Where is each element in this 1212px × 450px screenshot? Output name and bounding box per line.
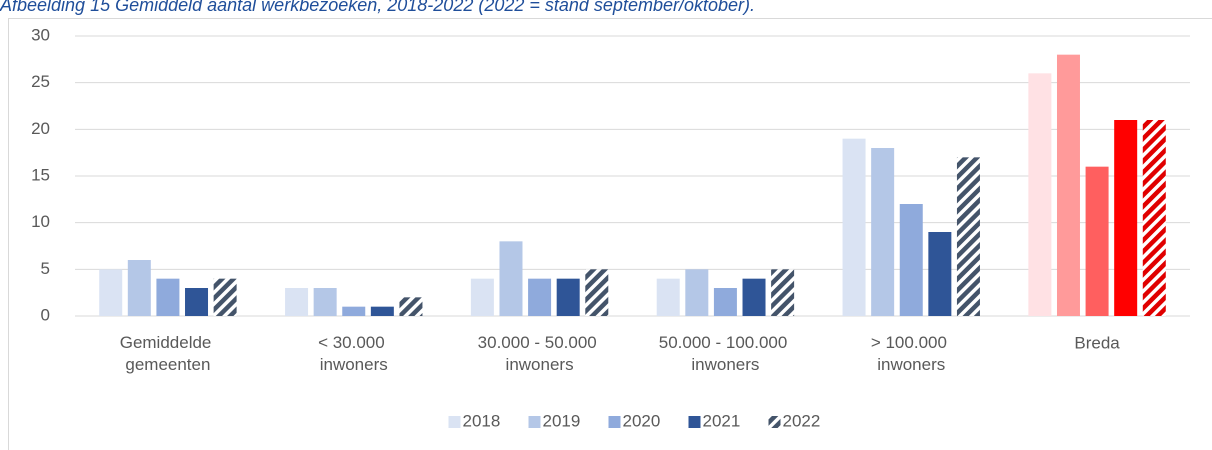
bar xyxy=(899,204,923,316)
x-tick-label: Breda xyxy=(1074,333,1120,352)
y-tick-label: 0 xyxy=(41,305,50,324)
y-tick-label: 5 xyxy=(41,259,50,278)
bar xyxy=(285,288,309,316)
x-tick-label: 50.000 - 100.000 inwoners xyxy=(659,333,792,374)
bar xyxy=(928,232,952,316)
bar xyxy=(556,278,580,316)
legend-swatch xyxy=(528,416,541,428)
bar xyxy=(127,260,151,316)
y-tick-label: 30 xyxy=(31,25,50,44)
legend-label: 2020 xyxy=(623,411,661,430)
bar xyxy=(956,157,980,316)
bar xyxy=(742,278,766,316)
bar xyxy=(470,278,494,316)
legend-swatch xyxy=(768,416,781,428)
bar xyxy=(771,269,795,316)
y-tick-label: 15 xyxy=(31,165,50,184)
bar xyxy=(99,269,123,316)
x-tick-label: 30.000 - 50.000 inwoners xyxy=(478,333,602,374)
bar xyxy=(313,288,337,316)
bar xyxy=(342,306,366,316)
bar xyxy=(185,288,209,316)
bar xyxy=(1056,54,1080,317)
bar xyxy=(871,148,895,316)
legend-label: 2018 xyxy=(463,411,501,430)
bar xyxy=(213,278,237,316)
legend-swatch xyxy=(448,416,461,428)
x-tick-label: < 30.000 inwoners xyxy=(318,333,389,374)
legend-label: 2021 xyxy=(703,411,741,430)
bar xyxy=(713,288,737,316)
y-tick-label: 25 xyxy=(31,72,50,91)
bar xyxy=(1085,166,1109,316)
bar xyxy=(399,297,423,316)
bar xyxy=(528,278,552,316)
bar xyxy=(842,138,866,316)
bar xyxy=(499,241,523,316)
bar xyxy=(156,278,180,316)
bar xyxy=(585,269,609,316)
chart-title: Afbeelding 15 Gemiddeld aantal werkbezoe… xyxy=(0,0,755,15)
y-tick-label: 10 xyxy=(31,212,50,231)
bar xyxy=(370,306,394,316)
bar xyxy=(1028,73,1052,316)
legend-swatch xyxy=(688,416,701,428)
x-tick-label: Gemiddelde gemeenten xyxy=(120,333,216,374)
bar xyxy=(685,269,709,316)
legend-swatch xyxy=(608,416,621,428)
bar xyxy=(1114,120,1138,316)
bar xyxy=(656,278,680,316)
bar xyxy=(1142,120,1166,316)
y-tick-label: 20 xyxy=(31,119,50,138)
x-tick-label: > 100.000 inwoners xyxy=(871,333,952,374)
legend-label: 2019 xyxy=(543,411,581,430)
legend-label: 2022 xyxy=(783,411,821,430)
